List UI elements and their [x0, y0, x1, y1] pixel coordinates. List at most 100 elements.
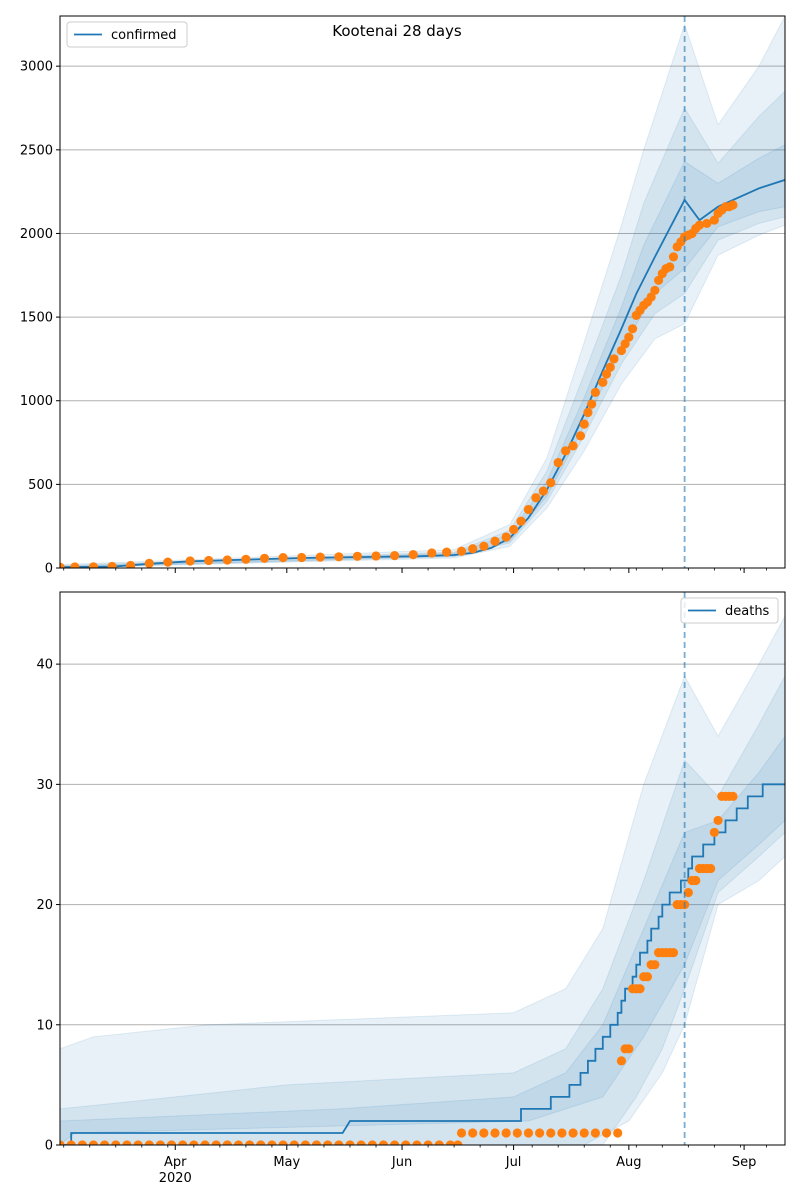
xtick-year-label: 2020	[159, 1171, 192, 1186]
panel-1-observed-point	[683, 887, 693, 898]
panel-1-observed-point	[479, 1128, 489, 1138]
panel-0-frame	[59, 15, 786, 569]
panel-1-observed-point	[60, 1140, 65, 1145]
panel-1-observed-point	[334, 1140, 344, 1145]
panel-1-observed-point	[289, 1140, 299, 1145]
panel-0-ytick-label: 1500	[20, 311, 53, 326]
panel-1-observed-point	[323, 1140, 333, 1145]
panel-1-ytick-label: 10	[36, 1018, 53, 1033]
panel-0-observed-point	[334, 552, 344, 562]
panel-1-observed-point	[501, 1128, 511, 1138]
panel-0-ytick-label: 1000	[20, 394, 53, 409]
panel-1-observed-point	[642, 972, 653, 982]
panel-0-observed-point	[627, 324, 638, 334]
panel-0-band-0	[60, 16, 785, 568]
panel-0-observed-point	[709, 215, 719, 225]
panel-0-observed-point	[442, 547, 452, 557]
panel-0-observed-point	[408, 550, 418, 560]
panel-1-ytick-label: 30	[36, 778, 53, 793]
panel-1-observed-point	[668, 948, 679, 958]
xtick-label-apr: Apr	[164, 1155, 187, 1170]
panel-0-ytick-label: 500	[28, 478, 53, 493]
panel-0-observed-point	[185, 556, 195, 566]
panel-1-observed-point	[568, 1128, 578, 1138]
panel-1-observed-point	[624, 1044, 634, 1054]
panel-0-observed-point	[531, 493, 541, 503]
panel-1-observed-point	[490, 1128, 500, 1138]
panel-1-observed-point	[579, 1128, 589, 1138]
panel-1-band-2	[60, 735, 785, 1145]
panel-0-band-2	[60, 144, 785, 568]
panel-1-observed-point	[267, 1140, 277, 1145]
panel-1-observed-point	[256, 1140, 266, 1145]
panel-0-ytick-label: 0	[45, 562, 53, 577]
panel-1-observed-point	[66, 1140, 76, 1145]
panel-0-observed-point	[583, 407, 593, 418]
panel-0-observed-point	[88, 562, 99, 568]
panel-1-observed-point	[356, 1140, 366, 1145]
panel-0-observed-point	[222, 555, 232, 565]
panel-1-observed-point	[144, 1140, 154, 1145]
panel-0-observed-point	[144, 558, 154, 568]
panel-0-band-1	[60, 90, 785, 568]
panel-0-observed-point	[546, 478, 556, 488]
xtick-label-sep: Sep	[732, 1155, 757, 1170]
panel-0-observed-point	[665, 262, 675, 272]
panel-0-observed-point	[523, 504, 534, 515]
panel-1-frame	[59, 591, 786, 1146]
panel-1-observed-point	[601, 1128, 612, 1138]
panel-1-legend-label: deaths	[725, 604, 770, 619]
panel-1-observed-point	[468, 1128, 478, 1138]
panel-0-observed-point	[479, 541, 489, 551]
panel-1-observed-point	[456, 1128, 467, 1138]
panel-1-observed-point	[166, 1140, 177, 1145]
panel-0-observed-point	[575, 431, 586, 441]
panel-0-ytick-label: 2500	[20, 143, 53, 158]
panel-1-observed-point	[189, 1140, 199, 1145]
panel-1-model-line	[60, 783, 785, 1145]
panel-0-observed-point	[468, 544, 478, 554]
panel-0-observed-point	[508, 524, 519, 535]
panel-1-observed-point	[245, 1140, 255, 1145]
panel-1-observed-point	[434, 1140, 444, 1145]
panel-0-observed-point	[568, 441, 578, 451]
panel-1-observed-point	[77, 1140, 87, 1145]
panel-0-observed-point	[352, 551, 363, 561]
panel-1-observed-point	[222, 1140, 232, 1145]
panel-0-observed-point	[616, 345, 627, 356]
panel-1-observed-point	[178, 1140, 188, 1145]
panel-1-observed-point	[613, 1128, 623, 1138]
panel-0-observed-point	[390, 551, 400, 561]
panel-1-observed-point	[423, 1140, 433, 1145]
panel-0-observed-point	[653, 275, 664, 285]
panel-1-ytick-label: 0	[45, 1139, 53, 1154]
panel-1-observed-point	[300, 1140, 310, 1145]
panel-0-observed-point	[587, 399, 597, 409]
panel-0-observed-point	[668, 252, 679, 262]
panel-0-observed-point	[609, 354, 619, 364]
panel-1-observed-point	[445, 1140, 455, 1145]
panel-0-observed-point	[501, 532, 511, 542]
chart-title: Kootenai 28 days	[332, 22, 462, 40]
panel-1-observed-point	[378, 1140, 389, 1145]
panel-1-observed-point	[535, 1128, 545, 1138]
panel-0-observed-point	[605, 362, 615, 372]
panel-1-observed-point	[557, 1128, 567, 1138]
confirmed-panel: 0 500 1000 1500 2000 2500 3000 confirmed	[20, 15, 786, 577]
panel-0-observed-point	[694, 220, 705, 230]
panel-1-observed-point	[412, 1140, 422, 1145]
xtick-label-jun: Jun	[391, 1155, 412, 1170]
panel-1-band-1	[60, 675, 785, 1145]
xtick-label-jul: Jul	[505, 1155, 522, 1170]
xtick-label-may: May	[273, 1155, 300, 1170]
panel-0-legend-label: confirmed	[111, 28, 177, 43]
panel-0-observed-point	[624, 332, 634, 342]
panel-0-observed-point	[241, 554, 251, 564]
panel-0-observed-point	[126, 560, 136, 568]
panel-0-observed-point	[702, 218, 712, 229]
panel-0-observed-point	[297, 552, 307, 563]
panel-1-observed-point	[706, 863, 716, 874]
panel-1-observed-point	[691, 875, 701, 886]
panel-1-observed-point	[88, 1140, 99, 1145]
panel-0-observed-point	[620, 339, 630, 349]
